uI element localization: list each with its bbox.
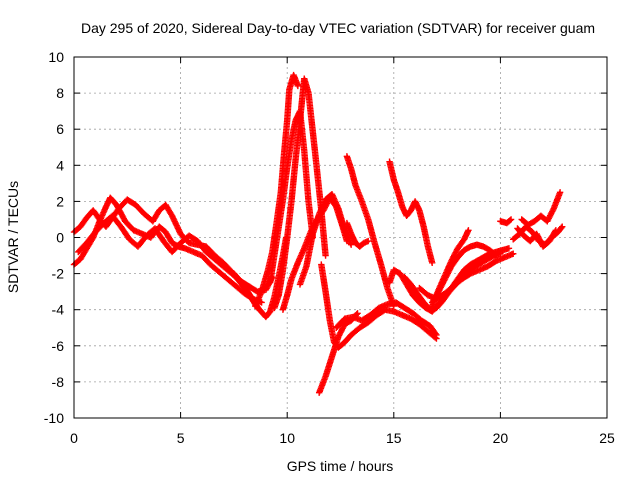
series-arc-21 <box>497 216 515 227</box>
y-tick-label: -2 <box>52 266 65 282</box>
data-point <box>507 216 515 223</box>
y-tick-label: -4 <box>52 302 65 318</box>
y-tick-label: -6 <box>52 338 65 354</box>
series-arc-9 <box>296 190 355 288</box>
series-arc-13 <box>343 153 397 310</box>
y-tick-label: -8 <box>52 374 65 390</box>
y-tick-label: 2 <box>56 193 64 209</box>
data-point <box>559 223 566 230</box>
data-point <box>322 252 329 259</box>
series-arc-20 <box>428 227 472 310</box>
y-tick-label: 10 <box>48 49 64 65</box>
data-point <box>491 251 499 258</box>
y-tick-label: 0 <box>56 230 64 246</box>
data-point <box>465 227 472 234</box>
x-axis-label: GPS time / hours <box>287 458 394 474</box>
series-arc-7 <box>271 75 329 312</box>
data-point <box>552 227 560 234</box>
data-point <box>354 310 361 317</box>
data-point <box>258 299 265 306</box>
y-tick-label: 4 <box>56 157 64 173</box>
y-tick-label: -10 <box>44 410 64 426</box>
data-point <box>556 189 564 196</box>
data-point <box>365 237 372 245</box>
data-point <box>347 241 355 248</box>
y-tick-label: 8 <box>56 85 64 101</box>
x-tick-label: 5 <box>177 430 185 446</box>
data-point <box>506 217 514 224</box>
series-arc-15 <box>386 158 436 266</box>
data-point <box>390 302 397 310</box>
data-point <box>433 331 440 339</box>
series-arc-24 <box>514 225 560 250</box>
series-arc-23 <box>518 189 564 229</box>
x-tick-label: 0 <box>70 430 78 446</box>
x-tick-label: 15 <box>386 430 402 446</box>
data-point <box>558 224 565 231</box>
data-point <box>497 250 504 257</box>
data-point <box>505 245 513 252</box>
data-point <box>428 259 436 266</box>
x-tick-label: 25 <box>599 430 615 446</box>
x-tick-label: 20 <box>493 430 509 446</box>
series-arc-14 <box>343 219 372 250</box>
data-points <box>70 71 566 396</box>
x-tick-label: 10 <box>279 430 295 446</box>
data-point <box>549 206 557 214</box>
data-point <box>492 252 500 259</box>
data-point <box>432 330 439 337</box>
y-tick-label: 6 <box>56 121 64 137</box>
data-point <box>509 250 517 257</box>
data-point <box>551 228 559 235</box>
chart-title: Day 295 of 2020, Sidereal Day-to-day VTE… <box>81 20 595 36</box>
axis-ticks: 0 5 10 15 20 25 -10 -8 -6 -4 -2 0 2 4 6 8 10 <box>44 49 615 446</box>
data-point <box>294 82 302 90</box>
y-axis-label: SDTVAR / TECUs <box>5 181 21 293</box>
